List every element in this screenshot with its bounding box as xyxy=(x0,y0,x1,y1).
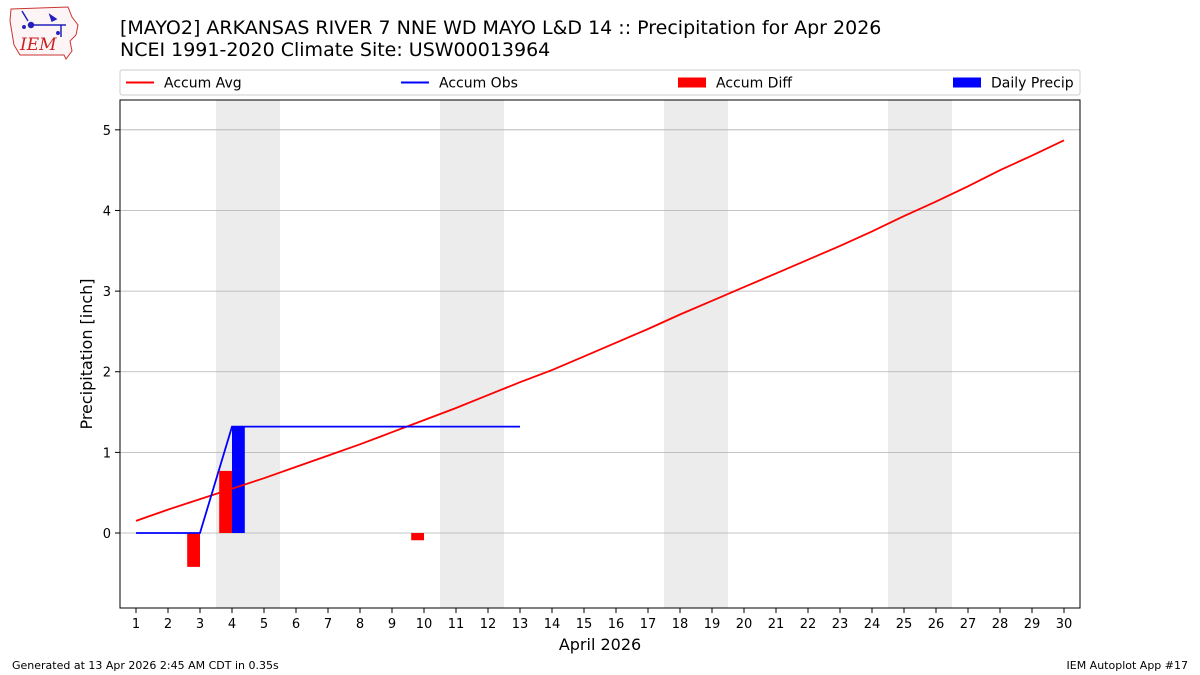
x-tick-label: 5 xyxy=(260,617,268,632)
x-tick-label: 16 xyxy=(608,617,625,632)
plot-frame xyxy=(119,99,1081,609)
x-tick-label: 14 xyxy=(544,617,561,632)
x-tick-label: 28 xyxy=(992,617,1009,632)
y-tick-label: 1 xyxy=(103,446,111,461)
x-tick-label: 9 xyxy=(388,617,396,632)
y-tick-label: 3 xyxy=(103,285,111,300)
x-tick-label: 23 xyxy=(832,617,849,632)
accum-avg-line xyxy=(135,139,1065,522)
x-tick-label: 7 xyxy=(324,617,332,632)
x-tick-label: 4 xyxy=(228,617,236,632)
x-tick-label: 8 xyxy=(356,617,364,632)
x-tick-label: 6 xyxy=(292,617,300,632)
y-tick-label: 4 xyxy=(103,204,111,219)
x-tick-label: 24 xyxy=(864,617,881,632)
iem-logo: IEM xyxy=(9,6,79,60)
daily-precip-bar xyxy=(232,426,245,534)
accum-obs-line xyxy=(136,425,520,534)
x-tick-label: 20 xyxy=(736,617,753,632)
y-tick-label: 2 xyxy=(103,366,111,381)
generated-timestamp: Generated at 13 Apr 2026 2:45 AM CDT in … xyxy=(12,659,279,672)
chart-title: [MAYO2] ARKANSAS RIVER 7 NNE WD MAYO L&D… xyxy=(120,17,882,39)
x-tick-label: 15 xyxy=(576,617,593,632)
weekend-shade xyxy=(440,100,504,608)
x-axis-label: April 2026 xyxy=(559,635,641,654)
app-credit: IEM Autoplot App #17 xyxy=(1066,659,1189,672)
x-tick-label: 21 xyxy=(768,617,785,632)
legend-box xyxy=(119,69,1081,96)
x-tick-label: 1 xyxy=(132,617,140,632)
legend-swatch-bar xyxy=(953,77,981,88)
legend-swatch-bar xyxy=(678,77,706,88)
y-axis-label: Precipitation [inch] xyxy=(77,278,96,429)
accum-diff-bar xyxy=(411,533,424,541)
logo-text: IEM xyxy=(19,35,57,55)
chart-subtitle: NCEI 1991-2020 Climate Site: USW00013964 xyxy=(120,39,551,61)
x-tick-label: 26 xyxy=(928,617,945,632)
accum-diff-bar xyxy=(187,533,200,567)
x-tick-label: 12 xyxy=(480,617,497,632)
y-tick-label: 5 xyxy=(103,124,111,139)
x-tick-label: 13 xyxy=(512,617,529,632)
x-tick-label: 11 xyxy=(448,617,465,632)
x-tick-label: 3 xyxy=(196,617,204,632)
accum-diff-bar xyxy=(219,470,232,534)
x-tick-label: 27 xyxy=(960,617,977,632)
weekend-shade xyxy=(664,100,728,608)
x-tick-label: 18 xyxy=(672,617,689,632)
weather-station-icon xyxy=(21,10,66,37)
weekend-shade xyxy=(888,100,952,608)
x-tick-label: 17 xyxy=(640,617,657,632)
x-tick-label: 10 xyxy=(416,617,433,632)
legend-label: Accum Diff xyxy=(716,76,792,92)
y-tick-label: 0 xyxy=(103,527,111,542)
x-tick-label: 29 xyxy=(1024,617,1041,632)
x-tick-label: 25 xyxy=(896,617,913,632)
x-tick-label: 2 xyxy=(164,617,172,632)
legend-label: Daily Precip xyxy=(991,76,1074,92)
x-tick-label: 22 xyxy=(800,617,817,632)
x-tick-label: 19 xyxy=(704,617,721,632)
legend-label: Accum Avg xyxy=(164,76,242,92)
x-tick-label: 30 xyxy=(1056,617,1073,632)
legend-label: Accum Obs xyxy=(439,76,518,92)
